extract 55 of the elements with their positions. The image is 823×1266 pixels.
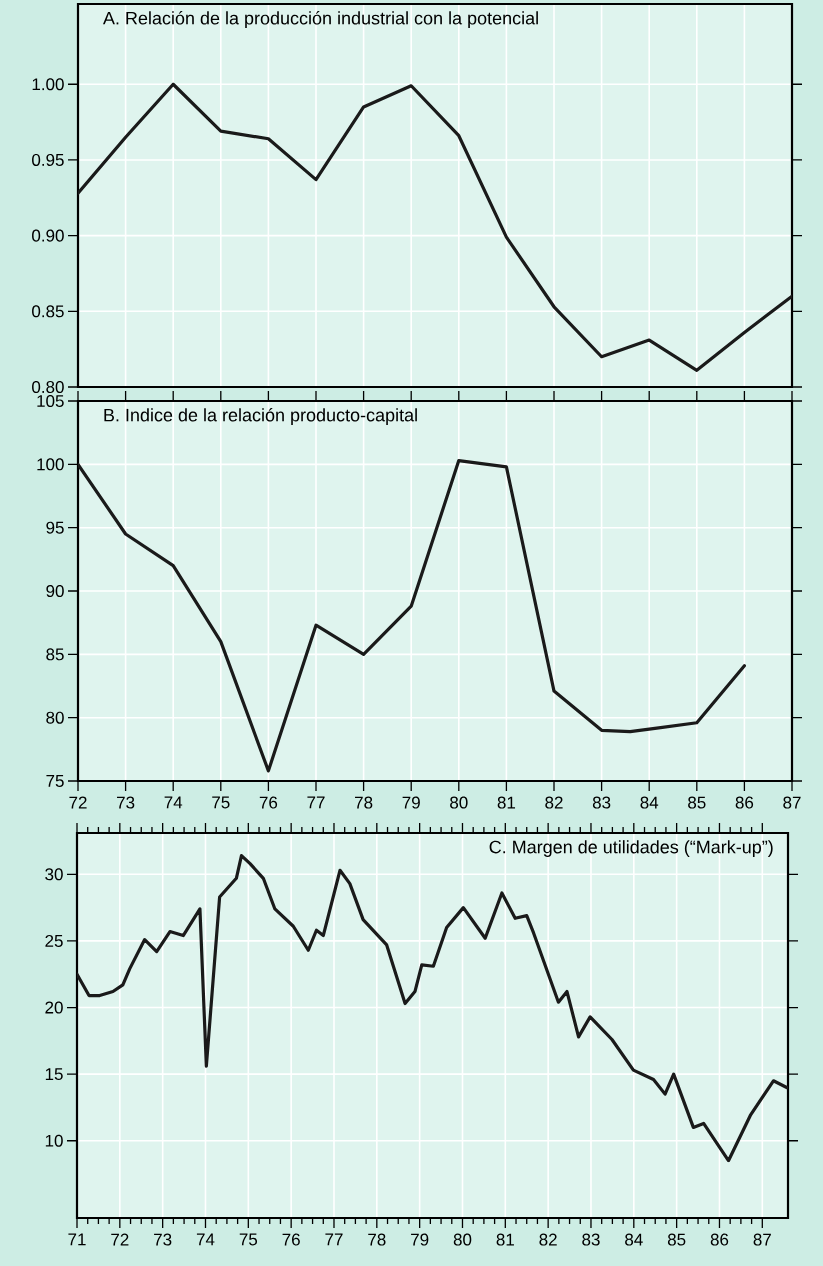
x-tick-label: 79 — [411, 1233, 429, 1246]
x-tick-label: 82 — [539, 1233, 557, 1246]
x-tick-label: 78 — [368, 1233, 386, 1246]
x-tick-label: 76 — [282, 1233, 300, 1246]
y-tick-label: 105 — [37, 394, 64, 408]
x-tick-label: 81 — [497, 796, 516, 809]
y-tick-label: 75 — [46, 775, 64, 787]
line-series — [78, 82, 793, 372]
y-tick-label: 1.00 — [32, 78, 64, 91]
x-tick-label: 81 — [496, 1233, 514, 1246]
y-tick-label: 95 — [46, 521, 64, 534]
x-tick-label: 80 — [450, 796, 468, 809]
x-tick-label: 74 — [164, 796, 183, 809]
x-tick-label: 77 — [325, 1233, 343, 1246]
x-tick-label: 84 — [640, 796, 659, 809]
y-tick-label: 0.90 — [32, 229, 64, 242]
x-tick-label: 80 — [453, 1233, 472, 1246]
y-tick-label: 90 — [46, 584, 64, 598]
x-tick-label: 79 — [402, 796, 420, 809]
y-tick-label: 0.95 — [32, 153, 64, 166]
y-tick-label: 80 — [46, 711, 64, 724]
line-series — [78, 458, 747, 773]
y-tick-label: 85 — [46, 648, 64, 661]
x-tick-label: 84 — [625, 1233, 643, 1246]
x-tick-label: 83 — [582, 1233, 600, 1246]
x-tick-label: 85 — [667, 1233, 686, 1246]
x-tick-label: 86 — [710, 1233, 729, 1246]
y-tick-label: 15 — [45, 1068, 63, 1081]
x-tick-label: 86 — [735, 796, 754, 809]
y-tick-label: 0.85 — [32, 305, 64, 318]
x-tick-label: 72 — [111, 1233, 129, 1246]
y-tick-label: 20 — [45, 1001, 63, 1014]
x-tick-label: 73 — [117, 796, 135, 809]
chart-title: A. Relación de la producción industrial con la potencial — [102, 11, 538, 29]
x-tick-label: 74 — [196, 1233, 215, 1246]
y-tick-label: 30 — [45, 868, 63, 881]
x-tick-label: 72 — [69, 796, 87, 809]
x-tick-label: 75 — [239, 1233, 258, 1246]
x-tick-label: 71 — [68, 1233, 86, 1246]
x-tick-label: 83 — [592, 796, 611, 809]
x-tick-label: 85 — [688, 796, 706, 809]
y-tick-label: 25 — [45, 934, 63, 947]
x-tick-label: 76 — [259, 796, 278, 809]
y-tick-label: 10 — [45, 1134, 63, 1147]
y-tick-label: 0.80 — [32, 380, 64, 394]
x-tick-label: 78 — [355, 796, 373, 809]
x-tick-label: 82 — [545, 796, 563, 809]
x-tick-label: 75 — [212, 796, 230, 809]
chart-title: B. Indice de la relación producto-capital — [104, 408, 417, 426]
y-tick-label: 100 — [37, 458, 64, 471]
x-tick-label: 77 — [307, 796, 325, 809]
x-tick-label: 87 — [783, 796, 801, 809]
x-tick-label: 73 — [154, 1233, 172, 1246]
chart-title: C. Margen de utilidades (“Mark-up”) — [489, 840, 773, 857]
x-tick-label: 87 — [753, 1233, 771, 1246]
